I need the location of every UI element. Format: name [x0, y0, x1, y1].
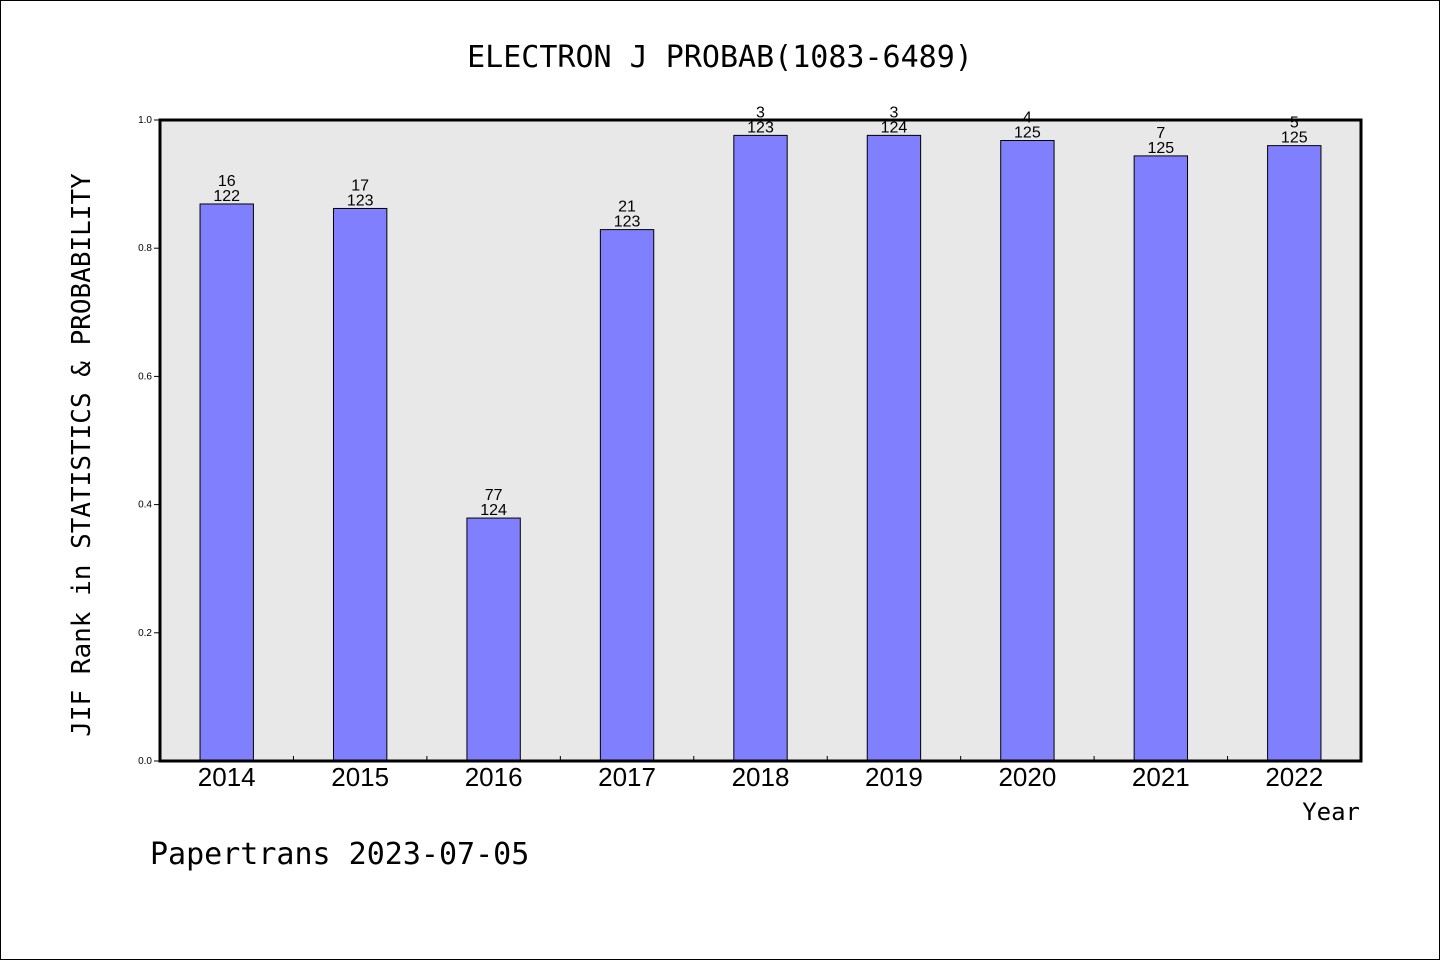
data-label-total-2017: 123 [614, 214, 641, 231]
y-tick-label: 0.2 [138, 628, 152, 639]
x-tick-label-2015: 2015 [331, 762, 389, 792]
data-label-total-2019: 124 [881, 119, 908, 136]
data-label-total-2016: 124 [480, 502, 507, 519]
y-axis-label: JIF Rank in STATISTICS & PROBABILITY [67, 173, 97, 737]
bar-2021 [1133, 155, 1189, 762]
bar-2015 [332, 207, 388, 762]
chart-title: ELECTRON J PROBAB(1083-6489) [467, 40, 973, 75]
data-label-rank-2018: 3 [756, 104, 765, 121]
bar-2018 [733, 134, 788, 762]
data-label-rank-2016: 77 [485, 487, 503, 504]
x-tick-label-2019: 2019 [865, 762, 923, 792]
bars-group [199, 134, 1322, 762]
data-label-total-2014: 122 [213, 188, 240, 205]
bar-2022 [1267, 145, 1322, 762]
data-label-total-2018: 123 [747, 119, 774, 136]
bar-2014 [199, 203, 254, 762]
data-label-rank-2014: 16 [218, 173, 236, 190]
data-label-rank-2022: 5 [1290, 115, 1299, 132]
x-tick-label-2017: 2017 [598, 762, 656, 792]
plot-border [158, 118, 1363, 763]
x-tick-label-2021: 2021 [1132, 762, 1190, 792]
bar-2017 [599, 229, 655, 762]
y-tick-label: 0.6 [138, 371, 152, 382]
data-label-rank-2021: 7 [1156, 125, 1165, 142]
bar-2016 [466, 517, 521, 762]
x-tick-label-2020: 2020 [998, 762, 1056, 792]
x-tick-label-2018: 2018 [732, 762, 790, 792]
x-tick-label-2022: 2022 [1265, 762, 1323, 792]
data-label-rank-2019: 3 [889, 104, 898, 121]
data-label-total-2020: 125 [1014, 125, 1041, 142]
x-axis-ticks: 2014 2015 2016 2017 2018 2019 2020 2021 2022 [198, 756, 1323, 792]
data-label-total-2015: 123 [347, 192, 374, 209]
data-label-rank-2020: 4 [1023, 110, 1032, 127]
data-label-total-2022: 125 [1281, 130, 1308, 147]
data-label-total-2021: 125 [1147, 140, 1174, 157]
y-tick-label: 0.0 [138, 756, 152, 767]
bar-2019 [866, 134, 922, 762]
y-tick-label: 0.8 [138, 243, 152, 254]
data-label-rank-2017: 21 [618, 199, 636, 216]
x-tick-label-2014: 2014 [198, 762, 256, 792]
bar-2020 [1000, 140, 1055, 762]
y-tick-label: 1.0 [138, 115, 152, 126]
x-tick-label-2016: 2016 [465, 762, 523, 792]
footer-note: Papertrans 2023-07-05 [150, 837, 529, 872]
x-axis-label: Year [1302, 798, 1360, 826]
data-label-rank-2015: 17 [351, 177, 369, 194]
y-tick-label: 0.4 [138, 500, 152, 511]
y-axis-ticks: 0.0 0.2 0.4 0.6 0.8 1.0 [138, 115, 160, 767]
